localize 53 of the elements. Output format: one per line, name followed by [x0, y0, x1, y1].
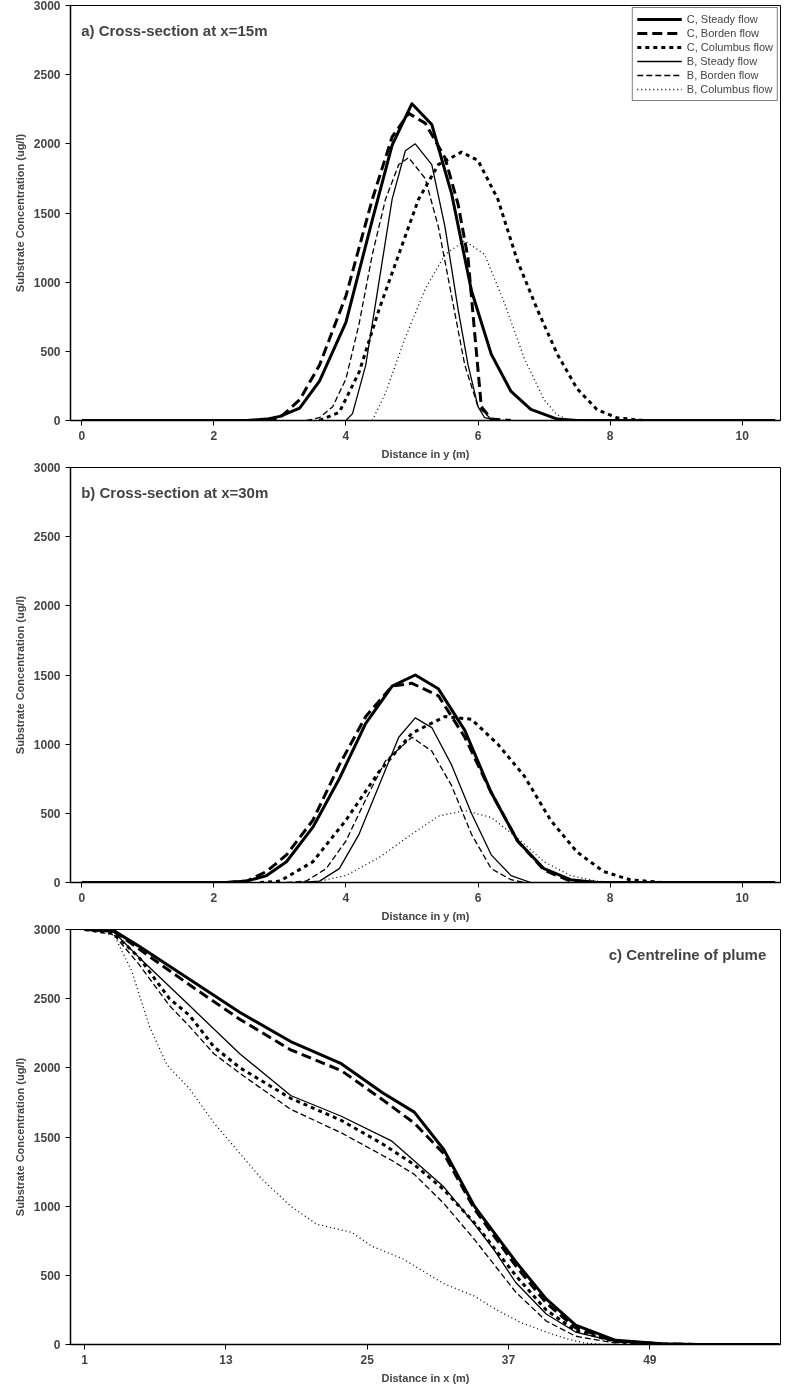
legend-label: B, Borden flow: [686, 68, 759, 82]
legend-label: C, Borden flow: [686, 26, 759, 40]
y-tick-label: 2500: [33, 530, 61, 545]
x-tick-label: 10: [735, 428, 750, 443]
x-tick-label: 37: [501, 1352, 516, 1367]
y-tick-label: 0: [53, 414, 61, 428]
y-tick-label: 1000: [33, 275, 61, 290]
x-axis-title: Distance in y (m): [381, 447, 470, 460]
x-tick-label: 13: [219, 1352, 233, 1367]
y-tick-label: 2000: [33, 599, 61, 614]
x-tick-label: 1: [81, 1352, 89, 1367]
x-tick-label: 2: [210, 428, 218, 443]
y-tick-label: 1500: [33, 668, 61, 683]
text: a) Cross-section at x=15m: [81, 21, 268, 39]
y-tick-label: 0: [53, 1338, 61, 1352]
y-tick-label: 0: [53, 876, 61, 890]
x-tick-label: 10: [735, 890, 750, 905]
y-tick-label: 2000: [33, 137, 61, 152]
x-tick-label: 0: [78, 428, 86, 443]
x-tick-label: 25: [360, 1352, 375, 1367]
y-tick-label: 1000: [33, 737, 61, 752]
y-tick-label: 500: [40, 806, 61, 821]
y-tick-label: 3000: [33, 923, 61, 937]
legend-label: B, Steady flow: [686, 54, 758, 68]
x-tick-label: 8: [606, 428, 614, 443]
legend-label: C, Steady flow: [686, 12, 758, 26]
x-tick-label: 4: [342, 890, 350, 905]
y-tick-label: 500: [40, 344, 61, 359]
y-tick-label: 3000: [33, 461, 61, 475]
x-tick-label: 6: [474, 890, 482, 905]
legend-label: B, Columbus flow: [686, 82, 773, 96]
y-axis-title: Substrate Concentration (ug/l): [13, 133, 26, 293]
x-tick-label: 8: [606, 890, 614, 905]
x-tick-label: 4: [342, 428, 350, 443]
x-tick-label: 49: [643, 1352, 657, 1367]
y-tick-label: 1000: [33, 1199, 61, 1214]
x-tick-label: 6: [474, 428, 482, 443]
y-tick-label: 3000: [33, 0, 61, 13]
y-axis-title: Substrate Concentration (ug/l): [13, 1057, 26, 1217]
y-tick-label: 1500: [33, 206, 61, 221]
text: b) Cross-section at x=30m: [81, 483, 269, 501]
x-tick-label: 0: [78, 890, 86, 905]
y-tick-label: 2500: [33, 68, 61, 83]
text: c) Centreline of plume: [608, 945, 767, 963]
y-tick-label: 500: [40, 1268, 61, 1283]
y-axis-title: Substrate Concentration (ug/l): [13, 595, 26, 755]
legend-label: C, Columbus flow: [686, 40, 773, 54]
y-tick-label: 2500: [33, 992, 61, 1007]
x-axis-title: Distance in x (m): [381, 1371, 470, 1384]
y-tick-label: 2000: [33, 1061, 61, 1076]
x-tick-label: 2: [210, 890, 218, 905]
y-tick-label: 1500: [33, 1130, 61, 1145]
x-axis-title: Distance in y (m): [381, 909, 470, 922]
